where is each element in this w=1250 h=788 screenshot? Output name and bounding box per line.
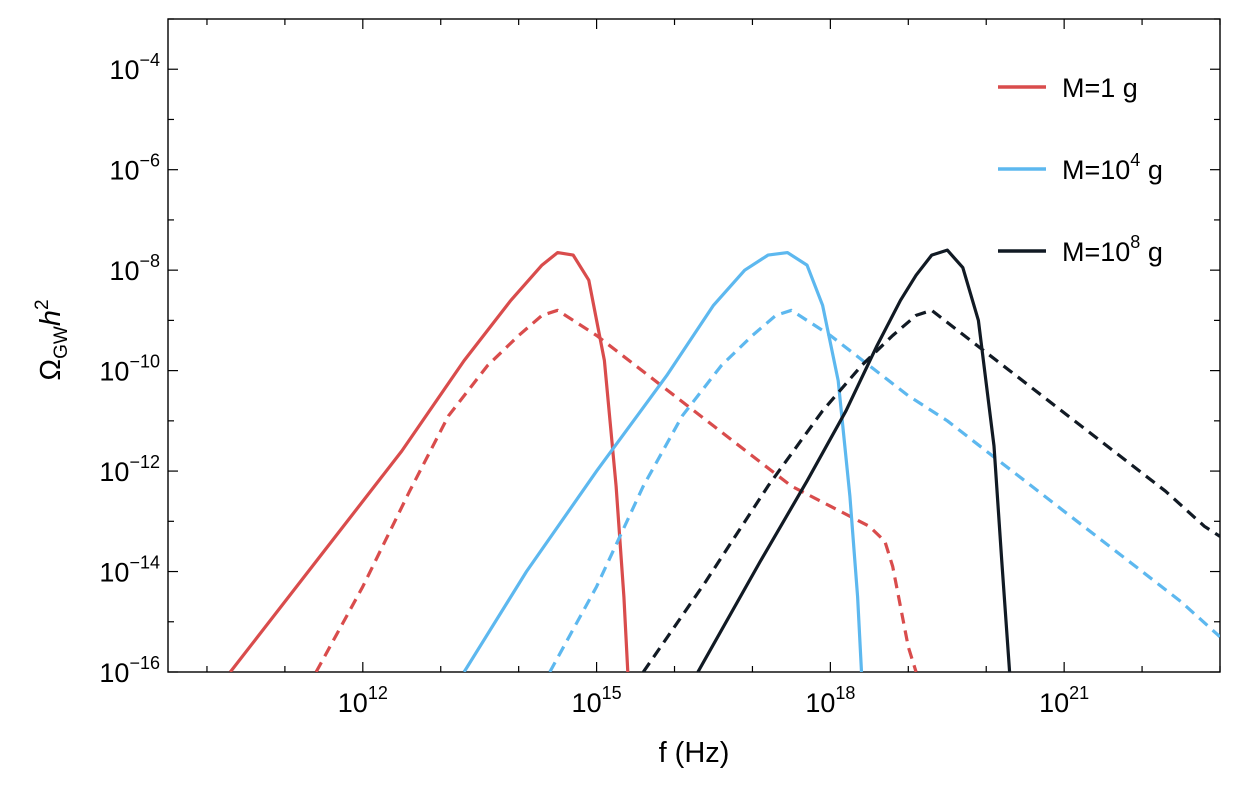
- series-line-3-solid: [462, 251, 864, 672]
- y-tick-label: 10−6: [109, 151, 160, 186]
- series-line-6-dashed: [641, 308, 1220, 672]
- legend-label-2: M=104 g: [1062, 150, 1163, 185]
- y-tick-label: 10−4: [109, 50, 160, 85]
- tick-labels: 1012 1015 1018 1021 10−4 10−6 10−8 10−10 10−12 10…: [99, 50, 1089, 718]
- y-axis-title: ΩGWh2: [32, 299, 72, 380]
- y-tick-label: 10−12: [99, 452, 160, 487]
- legend: M=1 g M=104 g M=108 g: [998, 73, 1163, 267]
- legend-label-1: M=1 g: [1062, 73, 1138, 103]
- x-tick-label: 1015: [572, 683, 622, 718]
- x-axis-title: f (Hz): [659, 737, 730, 769]
- y-tick-label: 10−8: [109, 251, 160, 286]
- legend-label-3: M=108 g: [1062, 232, 1163, 267]
- y-tick-label: 10−10: [99, 352, 160, 387]
- series-line-4-dashed: [548, 308, 1220, 672]
- series-line-1-solid: [229, 251, 630, 672]
- x-tick-label: 1021: [1039, 683, 1089, 718]
- x-tick-label: 1018: [805, 683, 855, 718]
- series-layer: [229, 248, 1220, 672]
- tick-marks: [168, 18, 1221, 673]
- y-tick-label: 10−14: [99, 553, 160, 588]
- series-line-2-dashed: [314, 308, 918, 672]
- plot-frame: [167, 18, 1221, 673]
- y-tick-label: 10−16: [99, 653, 160, 688]
- x-tick-label: 1012: [338, 683, 388, 718]
- series-line-5-solid: [696, 248, 1012, 672]
